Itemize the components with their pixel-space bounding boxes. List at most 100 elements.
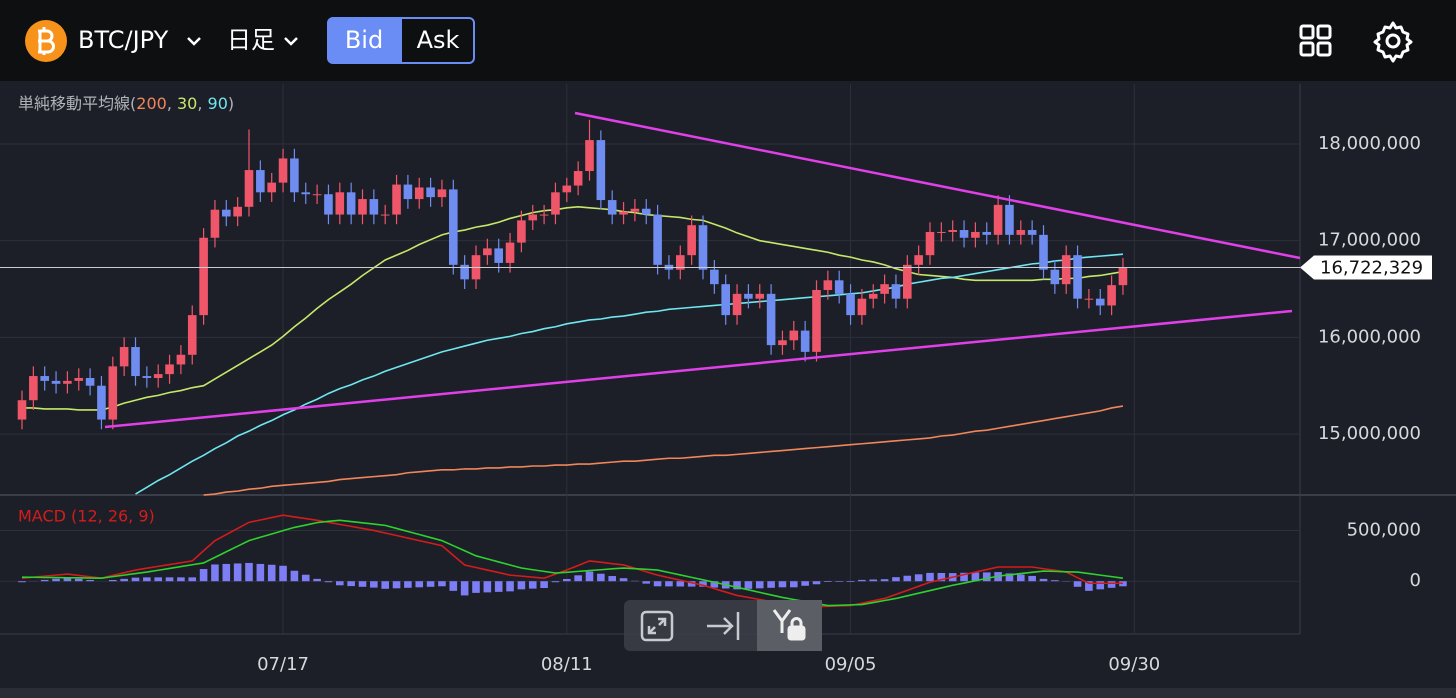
candle-body <box>256 170 265 193</box>
candle-body <box>233 206 242 217</box>
macd-histogram-bar <box>358 581 367 587</box>
macd-histogram-bar <box>370 581 378 588</box>
candle-body <box>153 374 163 378</box>
candle-body <box>210 209 220 238</box>
macd-histogram-bar <box>438 581 446 587</box>
layout-button[interactable] <box>1299 24 1332 57</box>
bid-button[interactable]: Bid <box>345 26 383 54</box>
macd-histogram-bar <box>892 577 900 582</box>
macd-histogram-bar <box>665 581 673 587</box>
legend-part: 200 <box>136 94 167 113</box>
candle-body <box>176 354 186 365</box>
candle-body <box>971 231 980 238</box>
candle-body <box>131 347 140 377</box>
macd-histogram-bar <box>449 581 458 591</box>
macd-histogram-bar <box>506 581 514 592</box>
candle-body <box>1084 298 1094 300</box>
candle-body <box>483 248 492 256</box>
candle-body <box>414 187 424 200</box>
candle-body <box>1050 269 1060 285</box>
candle-body <box>460 264 469 280</box>
macd-histogram-bar <box>1073 581 1082 587</box>
macd-histogram-bar <box>154 577 162 582</box>
macd-histogram-bar <box>755 581 764 589</box>
candle-body <box>108 366 118 420</box>
pair-selector[interactable]: BTC/JPY <box>25 20 201 62</box>
candle-body <box>142 376 152 378</box>
candle-body <box>993 204 1003 235</box>
timeframe-selector[interactable]: 日足 <box>227 26 298 54</box>
macd-histogram-bar <box>528 581 537 589</box>
x-tick-label: 08/11 <box>541 654 593 675</box>
candle-body <box>868 293 878 299</box>
macd-histogram-bar <box>597 573 605 582</box>
legend-part: ) <box>228 94 234 113</box>
candle-body <box>812 289 821 352</box>
macd-histogram-bar <box>336 581 344 586</box>
y-tick-label: 15,000,000 <box>1318 423 1421 444</box>
macd-histogram-bar <box>426 581 435 587</box>
candle-body <box>1118 267 1128 286</box>
y-tick-label: 16,000,000 <box>1318 326 1421 347</box>
candle-body <box>891 284 901 299</box>
macd-histogram-bar <box>392 581 401 589</box>
macd-histogram-bar <box>347 581 355 587</box>
candle-body <box>278 158 288 183</box>
macd-histogram-bar <box>63 577 72 582</box>
macd-histogram-bar <box>846 581 855 582</box>
macd-histogram-bar <box>733 581 741 590</box>
candle-body <box>40 376 49 381</box>
macd-histogram-bar <box>858 579 866 582</box>
candle-body <box>596 140 606 201</box>
macd-histogram-bar <box>778 581 787 588</box>
legend-part: ( <box>130 94 136 113</box>
candle-body <box>982 231 992 235</box>
macd-histogram-bar <box>460 581 469 596</box>
candle-body <box>222 209 231 217</box>
macd-histogram-bar <box>131 577 140 582</box>
macd-histogram-bar <box>177 577 185 582</box>
macd-histogram-bar <box>801 581 809 586</box>
candle-body <box>925 231 935 256</box>
macd-histogram-bar <box>290 570 299 582</box>
macd-histogram-bar <box>211 564 219 582</box>
candle-body <box>392 184 401 215</box>
macd-histogram-bar <box>494 581 503 592</box>
chevron <box>284 37 298 46</box>
candle-body <box>426 187 435 198</box>
macd-histogram-bar <box>18 581 26 583</box>
x-tick-label: 09/05 <box>825 654 877 675</box>
candle-body <box>403 184 413 200</box>
y-tick-label: 500,000 <box>1347 519 1421 540</box>
macd-histogram-bar <box>960 572 968 582</box>
candle-body <box>880 284 889 294</box>
macd-histogram-bar <box>199 569 208 582</box>
macd-histogram-bar <box>937 572 946 582</box>
scroll-latest-button[interactable] <box>707 612 740 640</box>
upper-trendline <box>574 111 1301 260</box>
macd-histogram-bar <box>835 581 843 582</box>
candle-body <box>698 225 708 270</box>
legend-part: 単純移動平均線 <box>18 94 130 113</box>
ma-legend: 単純移動平均線(200, 30, 90) <box>18 94 234 113</box>
candle-body <box>1095 298 1105 306</box>
candle-body <box>800 330 810 352</box>
last-price-label: 16,722,329 <box>1320 258 1423 279</box>
macd-histogram-bar <box>52 578 60 582</box>
macd-histogram-bar <box>608 576 616 582</box>
moving-average-line <box>203 405 1124 496</box>
macd-histogram-bar <box>1005 573 1014 582</box>
candle-body <box>1073 255 1082 299</box>
y-lock-button[interactable] <box>772 609 806 641</box>
candle-body <box>437 189 447 198</box>
candle-body <box>846 293 855 316</box>
macd-histogram-bar <box>699 581 707 587</box>
fit-button[interactable] <box>640 610 674 642</box>
settings-button[interactable] <box>1373 21 1413 63</box>
ask-button[interactable]: Ask <box>417 26 460 54</box>
candle-body <box>199 237 208 316</box>
candle-body <box>17 400 27 420</box>
candle-body <box>823 280 833 290</box>
